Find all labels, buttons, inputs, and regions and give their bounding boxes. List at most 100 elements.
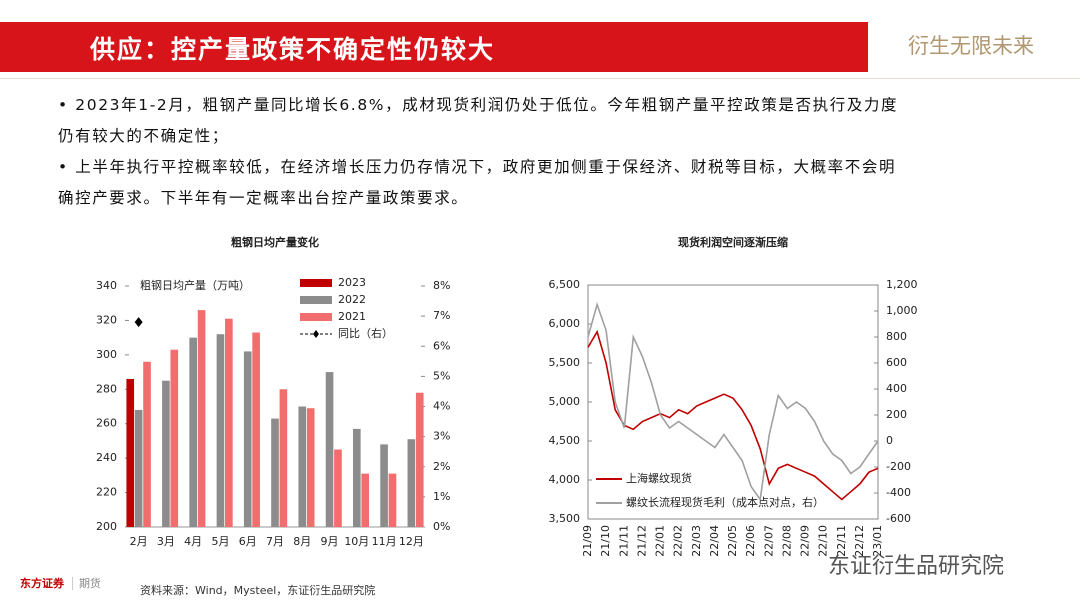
tick-label: 340 [96,279,117,292]
logo: 东方证券 期货 [20,575,101,591]
x-tick-label: 22/04 [708,525,721,557]
x-tick-label: 22/08 [780,525,793,557]
tick-label: 4% [433,400,450,413]
chart-title: 现货利润空间逐渐压缩 [678,235,788,249]
tick-label: 200 [886,408,907,421]
bar [279,389,288,527]
x-tick-label: 22/09 [799,525,812,557]
x-tick-label: 9月 [321,535,339,548]
divider [0,78,1080,79]
x-tick-label: 5月 [211,535,229,548]
tick-label: 4,500 [549,434,581,447]
legend-label: 2021 [338,310,366,323]
slide-title: 供应：控产量政策不确定性仍较大 [90,35,496,64]
header-bar [0,22,868,72]
tick-label: 800 [886,330,907,343]
tick-label: 600 [886,356,907,369]
bar [197,310,206,527]
tick-label: 280 [96,382,117,395]
bar [361,473,370,527]
tick-label: 5% [433,369,450,382]
legend-swatch [300,313,332,321]
chart-title: 粗钢日均产量变化 [231,235,319,249]
plot-frame [587,284,879,520]
tick-label: 2% [433,460,450,473]
series-line [587,301,879,502]
logo-name: 东方证券 [20,577,64,590]
legend-label: 螺纹长流程现货毛利（成本点对点，右） [626,495,824,509]
tick-label: 240 [96,451,117,464]
legend-label: 同比（右） [338,326,393,340]
x-tick-label: 6月 [239,535,257,548]
bullets: 2023年1-2月，粗钢产量同比增长6.8%，成材现货利润仍处于低位。今年粗钢产… [58,90,908,214]
tick-label: -200 [886,460,911,473]
tick-label: 7% [433,309,450,322]
x-tick-label: 21/11 [617,525,630,557]
bar [415,392,424,527]
bar [170,349,179,527]
marker [134,317,143,328]
tick-label: 300 [96,348,117,361]
tick-label: 200 [96,520,117,533]
slogan: 衍生无限未来 [908,34,1034,58]
x-tick-label: 23/01 [871,525,884,557]
x-tick-label: 21/12 [635,525,648,557]
tick-label: 5,000 [549,395,581,408]
tick-label: -400 [886,486,911,499]
source: 资料来源：Wind，Mysteel，东证衍生品研究院 [140,584,376,597]
tick-label: 0% [433,520,450,533]
x-tick-label: 22/02 [672,525,685,557]
x-tick-label: 8月 [293,535,311,548]
bar [143,361,151,527]
bar [306,408,315,527]
bar [134,409,143,527]
logo-division: 期货 [72,577,101,590]
x-tick-label: 22/05 [726,525,739,557]
tick-label: 6% [433,339,450,352]
x-tick-label: 22/07 [762,525,775,557]
tick-label: 3% [433,430,450,443]
legend-label: 2022 [338,293,366,306]
tick-label: 5,500 [549,356,581,369]
legend-swatch [300,279,332,287]
bar [334,449,342,527]
x-tick-label: 22/11 [835,525,848,557]
x-tick-label: 22/12 [853,525,866,557]
x-tick-label: 22/06 [744,525,757,557]
tick-label: 0 [886,434,893,447]
series-line [587,329,879,501]
x-tick-label: 11月 [372,535,397,548]
tick-label: 6,500 [549,278,581,291]
legend-label: 2023 [338,276,366,289]
tick-label: 1% [433,490,450,503]
bullet: 上半年执行平控概率较低，在经济增长压力仍存情况下，政府更加侧重于保经济、财税等目… [58,152,908,214]
bar [162,380,170,527]
bar [353,428,361,527]
bar [298,406,307,527]
bar [126,378,135,527]
y-axis-label: 粗钢日均产量（万吨） [140,278,250,292]
tick-label: 260 [96,417,117,430]
bar [243,351,252,527]
legend-label: 上海螺纹现货 [626,471,692,485]
x-tick-label: 4月 [184,535,202,548]
x-tick-label: 2月 [130,535,148,548]
bar [325,372,334,527]
x-tick-label: 3月 [157,535,175,548]
bar [271,418,279,527]
x-tick-label: 22/03 [690,525,703,557]
tick-label: 400 [886,382,907,395]
legend-swatch [300,296,332,304]
tick-label: 1,000 [886,304,918,317]
x-tick-label: 21/10 [599,525,612,557]
bar [216,334,225,527]
tick-label: 4,000 [549,473,581,486]
x-tick-label: 22/01 [654,525,667,557]
x-tick-label: 22/10 [817,525,830,557]
bar [388,473,397,527]
tick-label: 220 [96,486,117,499]
tick-label: 6,000 [549,317,581,330]
x-tick-label: 10月 [344,535,369,548]
